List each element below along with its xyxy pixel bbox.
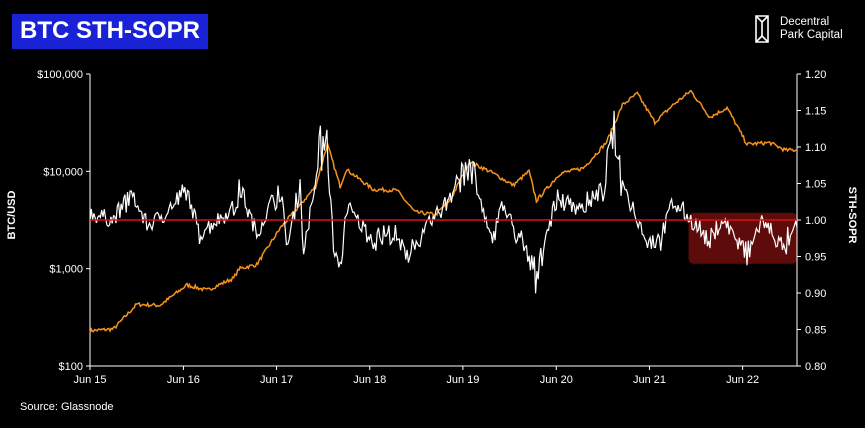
- y-right-tick-label: 0.85: [805, 325, 826, 337]
- x-tick-label: Jun 15: [73, 374, 106, 386]
- y-left-axis-title: BTC/USD: [6, 191, 18, 240]
- x-tick-label: Jun 17: [260, 374, 293, 386]
- brand-logo-block: Decentral Park Capital: [752, 14, 843, 44]
- series-line-sth-sopr: [89, 110, 798, 294]
- y-right-tick-label: 1.00: [805, 215, 826, 227]
- source-note: Source: Glassnode: [20, 401, 114, 413]
- y-right-tick-label: 0.90: [805, 288, 826, 300]
- x-tick-label: Jun 20: [540, 374, 573, 386]
- series-line-btc-usd: [89, 89, 798, 333]
- y-left-tick-label: $10,000: [43, 166, 83, 178]
- brand-name: Decentral Park Capital: [780, 16, 843, 42]
- y-right-tick-label: 1.05: [805, 179, 826, 191]
- x-tick-label: Jun 22: [726, 374, 759, 386]
- x-tick-label: Jun 21: [633, 374, 666, 386]
- y-right-tick-label: 1.10: [805, 142, 826, 154]
- y-left-tick-label: $100: [59, 361, 83, 373]
- y-right-tick-label: 1.20: [805, 69, 826, 81]
- chart-title: BTC STH-SOPR: [12, 14, 208, 49]
- y-left-tick-label: $100,000: [37, 69, 83, 81]
- y-left-tick-label: $1,000: [49, 264, 83, 276]
- brand-line-1: Decentral: [780, 16, 830, 28]
- brand-logo-icon: [755, 15, 769, 43]
- y-right-tick-label: 0.80: [805, 361, 826, 373]
- brand-line-2: Park Capital: [780, 29, 843, 41]
- y-right-axis-title: STH-SOPR: [846, 187, 858, 244]
- x-tick-label: Jun 19: [446, 374, 479, 386]
- y-right-tick-label: 0.95: [805, 252, 826, 264]
- x-tick-label: Jun 18: [353, 374, 386, 386]
- y-right-tick-label: 1.15: [805, 106, 826, 118]
- x-tick-label: Jun 16: [167, 374, 200, 386]
